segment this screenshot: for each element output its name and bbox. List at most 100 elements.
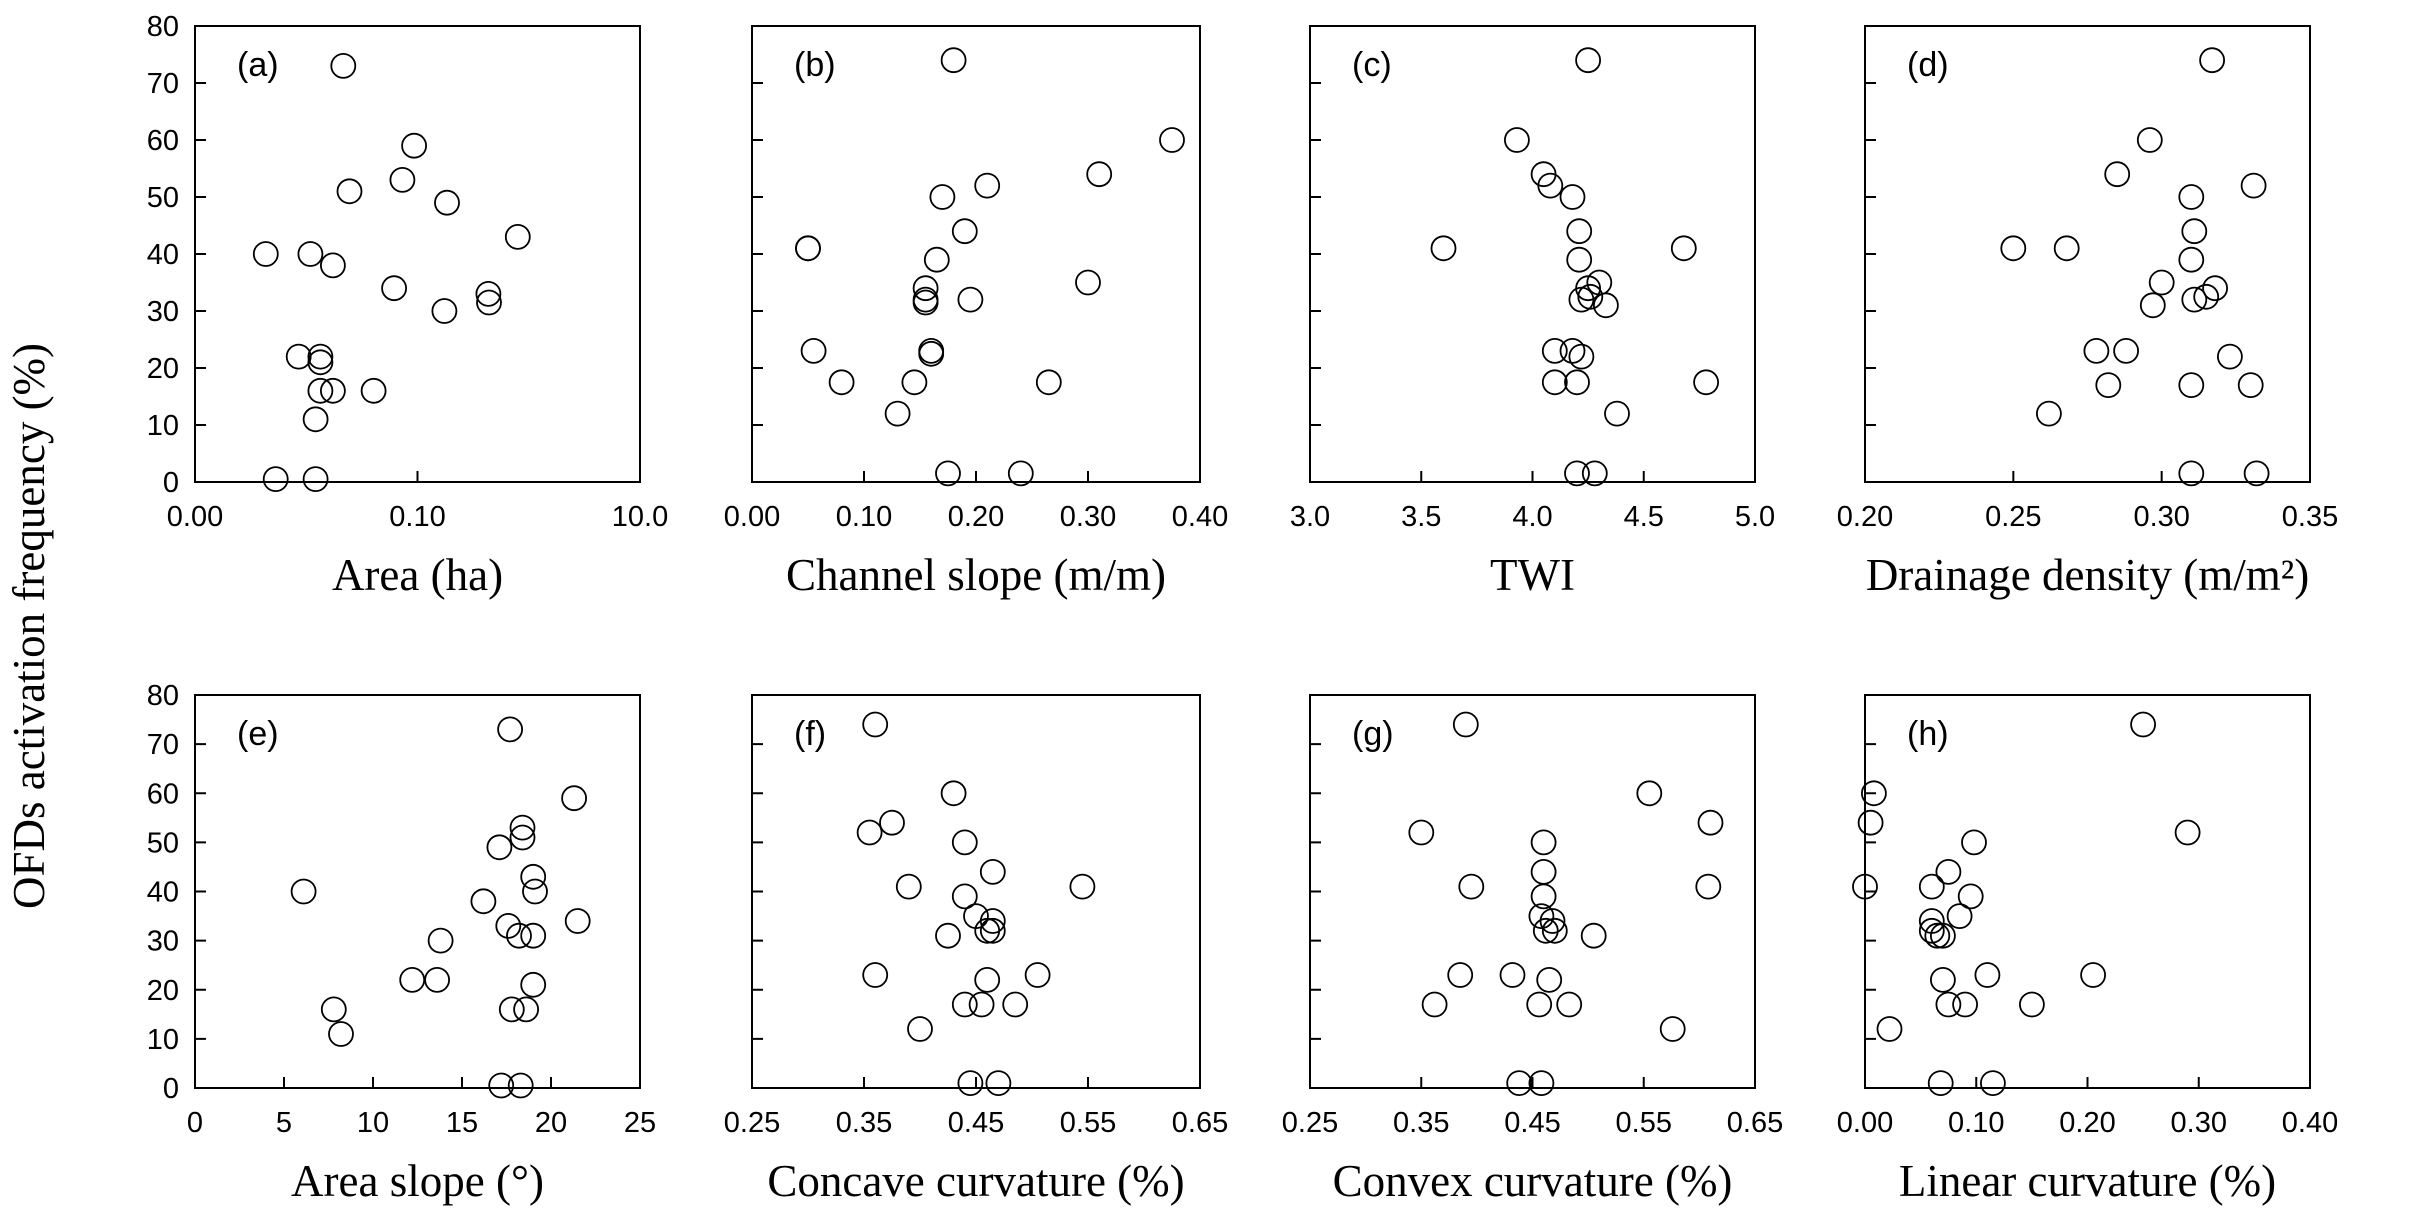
data-point [2199,47,2226,74]
y-tick-label: 50 [147,182,179,214]
data-point [1593,292,1619,319]
x-tick-label: 20 [535,1107,567,1139]
data-point [319,252,346,279]
data-point [1528,903,1555,929]
x-tick-label: 0.45 [948,1107,1004,1139]
data-point [923,246,950,273]
data-point [1532,917,1559,944]
data-point [800,337,827,364]
data-point [1604,400,1630,427]
data-point [2181,286,2208,313]
data-point [2237,372,2264,399]
data-point [252,241,279,267]
data-point [879,809,905,836]
data-point [504,223,531,250]
data-point [1568,343,1595,370]
data-point [507,1072,534,1099]
data-point [1636,780,1663,807]
data-point [2080,962,2107,988]
x-tick-label: 5.0 [1735,501,1775,533]
x-tick-label: 25 [624,1107,656,1139]
data-point [486,834,513,861]
data-point [1408,819,1435,846]
data-point [401,132,428,159]
data-point [1580,922,1607,949]
data-point [951,829,978,856]
data-point [979,917,1006,944]
panel-g: 0.25 0.35 0.45 0.55 0.65 (g) Convex curvature … [1282,694,1783,1206]
data-point [336,178,363,205]
data-point [957,1070,984,1096]
data-point [431,298,458,324]
x-tick-label: 10 [357,1107,389,1139]
data-point [1069,873,1096,900]
panel-label: (d) [1907,46,1949,84]
x-tick-label: 0.20 [1837,501,1893,533]
y-tick-label: 80 [147,11,179,43]
data-point [513,996,539,1023]
data-point [2083,337,2110,364]
data-point [319,377,346,404]
data-point [1697,809,1724,836]
data-point [1506,1070,1533,1096]
x-tick-label: 0.10 [1948,1107,2004,1139]
x-axis-title: Convex curvature (%) [1333,1156,1733,1206]
x-tick-label: 0.35 [836,1107,892,1139]
plot-frame [1309,25,1756,483]
data-point [1024,962,1051,988]
data-point [1581,460,1608,487]
data-point [1458,873,1485,900]
data-point [302,406,329,433]
data-point [1086,161,1113,188]
data-point [951,218,978,245]
panel-d: 0.20 0.25 0.30 0.35 (d) Drainage density (m/m… [1837,25,2338,600]
panel-e: 0 10 20 30 40 50 60 70 80 0 5 10 15 20 25 (e) Area slope… [147,680,656,1206]
data-point [1452,711,1479,738]
panel-b: 0.00 0.10 0.20 0.30 0.40 (b) Channel slope (m/… [724,25,1228,600]
data-point [1876,1016,1903,1042]
data-point [1559,184,1586,210]
data-point [2178,460,2205,487]
data-point [1930,922,1956,949]
data-point [884,400,911,427]
x-axis-title: Area (ha) [332,550,503,600]
y-tick-label: 10 [147,1024,179,1056]
x-tick-label: 0.20 [2059,1107,2115,1139]
x-axis-title: Area slope (°) [291,1156,544,1206]
data-point [381,275,408,302]
data-point [1035,369,1062,396]
data-point [1566,246,1593,273]
data-point [434,189,460,216]
data-point [506,922,532,949]
plot-frame [1864,25,2311,483]
panel-label: (h) [1907,715,1949,753]
data-point [498,996,525,1023]
data-point [940,47,967,74]
data-point [951,991,978,1018]
x-tick-label: 3.5 [1401,501,1441,533]
plot-frame [194,694,641,1089]
data-point [795,235,821,262]
data-point [2104,161,2131,188]
data-point [307,349,334,376]
data-point [974,172,1001,199]
data-point [1541,917,1568,944]
x-tick-label: 0.45 [1504,1107,1560,1139]
data-point [2000,235,2027,262]
data-point [302,466,329,493]
y-tick-label: 40 [147,239,179,271]
panel-label: (g) [1352,715,1394,753]
data-point [2174,819,2201,846]
y-tick-label: 10 [147,410,179,442]
data-point [509,814,536,841]
data-point [929,184,956,210]
data-point [1670,235,1697,262]
panel-a: 0 10 20 30 40 50 60 70 80 0.00 0.10 10.0 (a) Area (ha… [147,11,668,600]
x-tick-label: 0.30 [1060,501,1116,533]
x-tick-label: 0.35 [2282,501,2338,533]
data-point [1566,218,1593,245]
data-point [1499,962,1526,988]
x-tick-label: 0.40 [1172,501,1228,533]
x-tick-label: 10.0 [612,501,668,533]
y-tick-label: 80 [147,680,179,712]
